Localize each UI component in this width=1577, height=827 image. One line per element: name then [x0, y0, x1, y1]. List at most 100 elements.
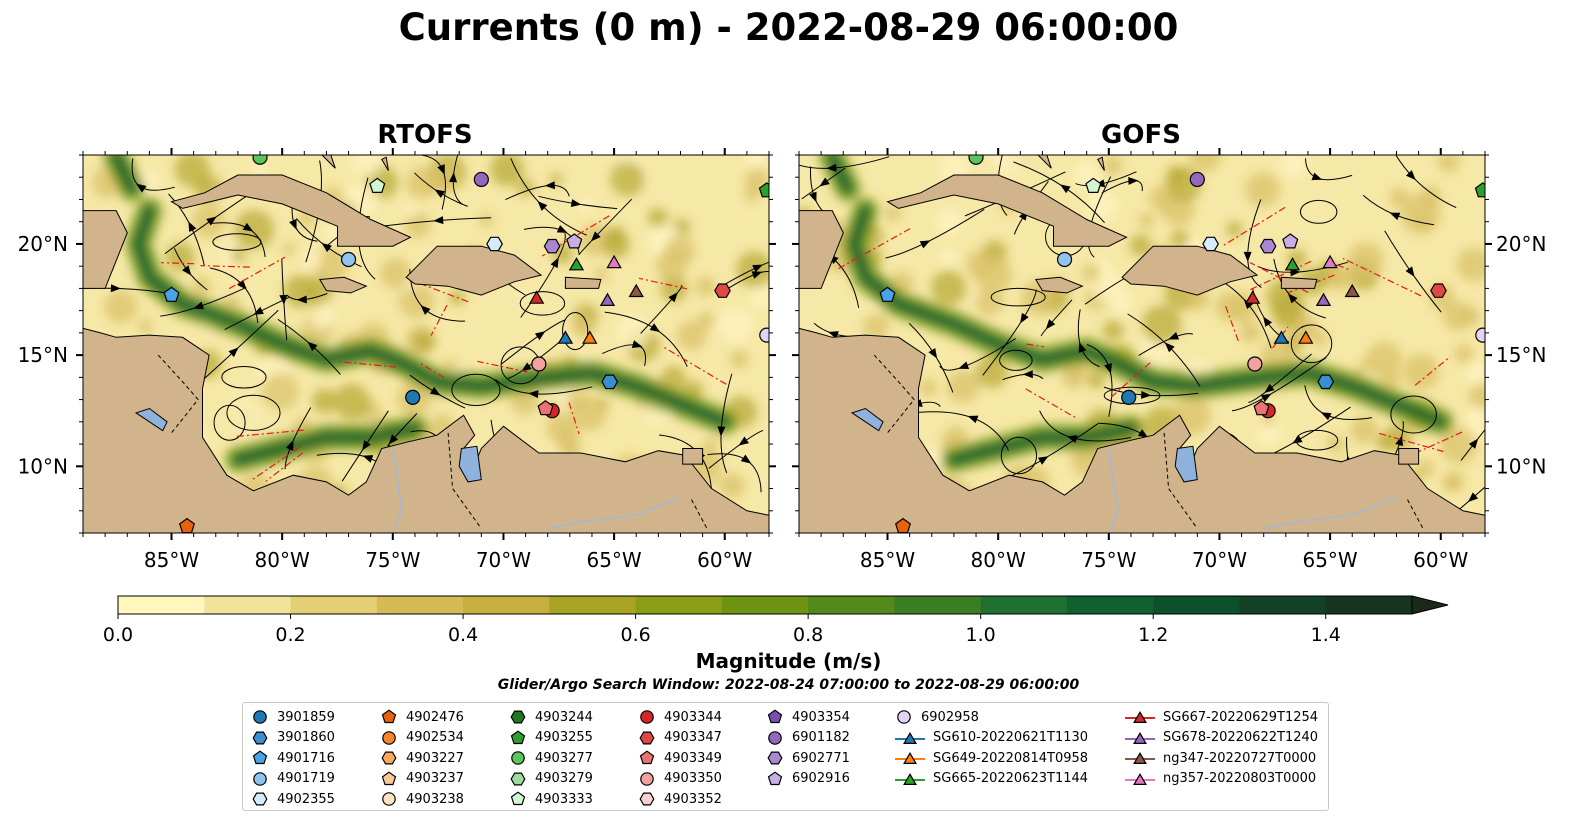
- streamline-arrow: [434, 189, 446, 199]
- land-polygon: [321, 155, 336, 169]
- streamline-arrow: [537, 200, 548, 211]
- legend-item: 4903352: [638, 789, 722, 810]
- marker-pentagon: [879, 286, 896, 302]
- marker-hexagon: [639, 731, 655, 745]
- eddy-streamline: [1299, 199, 1338, 224]
- streamline-arrow: [110, 284, 121, 293]
- colorbar-segment: [1153, 596, 1241, 614]
- colorbar-segment: [980, 596, 1068, 614]
- lon-tick-label: 80°W: [255, 548, 310, 572]
- streamline-arrow: [228, 347, 239, 358]
- streamline-arrow: [362, 455, 374, 463]
- marker-circle: [1475, 327, 1485, 343]
- marker-circle: [340, 251, 357, 268]
- land-polygon: [799, 327, 1485, 533]
- streamline-arrow: [1137, 429, 1149, 438]
- streamline-arrow: [307, 341, 318, 352]
- marker-pentagon: [767, 709, 783, 724]
- marker-triangle: [1315, 292, 1332, 306]
- legend-item: ng347-20220727T0000: [1125, 748, 1318, 769]
- eddy-streamline: [1390, 395, 1437, 434]
- eddy-streamline: [562, 311, 589, 351]
- lake: [458, 445, 482, 483]
- legend-item: 6902958: [895, 707, 1088, 728]
- legend-marker-pentagon-icon: [252, 750, 268, 765]
- legend-marker-pentagon-icon: [510, 730, 526, 744]
- legend-marker-triangle-icon: [1125, 772, 1155, 785]
- land: [83, 155, 769, 533]
- legend-label: 4903352: [664, 791, 722, 807]
- legend-label: 4903237: [406, 771, 464, 787]
- marker-pentagon: [252, 750, 268, 765]
- streamline-arrow: [1045, 319, 1056, 330]
- legend-label: 4903333: [535, 791, 593, 807]
- figure-title: Currents (0 m) - 2022-08-29 06:00:00: [398, 6, 1179, 49]
- streamline-arrow: [590, 231, 601, 242]
- marker-circle: [640, 771, 654, 786]
- land-polygon: [1096, 156, 1105, 171]
- river: [1108, 448, 1119, 533]
- legend-marker-triangle-icon: [1125, 752, 1155, 765]
- marker-circle: [531, 356, 547, 372]
- streamline-arrow: [182, 265, 192, 276]
- legend-label: SG665-20220623T1144: [933, 771, 1089, 787]
- legend-column: 4903354 6901182 6902771 6902916: [766, 707, 850, 789]
- lon-tick-label: 65°W: [586, 548, 641, 572]
- marker-triangle: [582, 330, 598, 344]
- legend-label: 4903344: [664, 709, 722, 725]
- legend-label: 4902355: [277, 791, 335, 807]
- streamline-arrow: [1243, 251, 1252, 262]
- marker-pentagon: [1253, 400, 1270, 416]
- streamline-arrow: [740, 454, 752, 464]
- colorbar-segment: [376, 596, 464, 614]
- legend-marker-circle-icon: [253, 771, 267, 786]
- streamline-arrow: [433, 216, 444, 225]
- colorbar-label: Magnitude (m/s): [695, 649, 882, 673]
- marker-triangle: [1133, 711, 1147, 724]
- land-polygon: [1398, 448, 1420, 465]
- legend-marker-circle-icon: [253, 710, 267, 725]
- eddy-streamline: [221, 365, 267, 389]
- colorbar: 0.0 0.2 0.4 0.6 0.8 1.0 1.2 1.4: [103, 595, 1449, 646]
- colorbar-frame: [117, 595, 1413, 615]
- lon-tick-label: 80°W: [971, 548, 1026, 572]
- land-polygon: [1034, 276, 1084, 294]
- streamline-arrow: [1287, 293, 1298, 304]
- eddy-streamline: [999, 349, 1033, 371]
- streamline-arrow: [1020, 312, 1029, 324]
- lake: [850, 407, 884, 432]
- eez-line: [419, 362, 445, 379]
- marker-triangle: [1133, 731, 1147, 744]
- marker-circle: [382, 730, 396, 745]
- marker-pentagon: [758, 182, 769, 198]
- streamline-arrow: [1066, 435, 1078, 443]
- marker-triangle: [1244, 290, 1261, 304]
- legend-marker-circle-icon: [640, 710, 654, 725]
- eddy-streamline: [1295, 429, 1339, 451]
- float-markers: [163, 155, 769, 533]
- legend-label: 4902534: [406, 730, 464, 746]
- legend-column: 4903344 4903347 4903349 4903350 4903352: [638, 707, 722, 810]
- eez-line: [638, 277, 688, 290]
- lon-tick-label: 60°W: [1413, 548, 1468, 572]
- streamline-arrow: [1168, 332, 1180, 340]
- eez-line: [477, 360, 528, 373]
- legend-marker-hexagon-icon: [510, 710, 526, 724]
- land-polygon: [886, 174, 1128, 247]
- streamline-arrow: [521, 362, 532, 372]
- streamline-arrow: [809, 191, 817, 203]
- marker-circle: [968, 155, 984, 165]
- eez-line: [1272, 326, 1289, 349]
- streamline-arrow: [188, 221, 197, 233]
- streamline-arrow: [1264, 383, 1275, 394]
- legend-item: 4903347: [638, 728, 722, 749]
- eddy-streamline: [451, 373, 501, 407]
- river: [392, 448, 403, 533]
- legend-item: ng357-20220803T0000: [1125, 769, 1318, 790]
- marker-hexagon: [510, 710, 526, 724]
- streamline-arrow: [649, 323, 661, 333]
- legend-item: 4903255: [509, 728, 593, 749]
- land-polygon: [318, 276, 368, 294]
- marker-circle: [253, 710, 267, 725]
